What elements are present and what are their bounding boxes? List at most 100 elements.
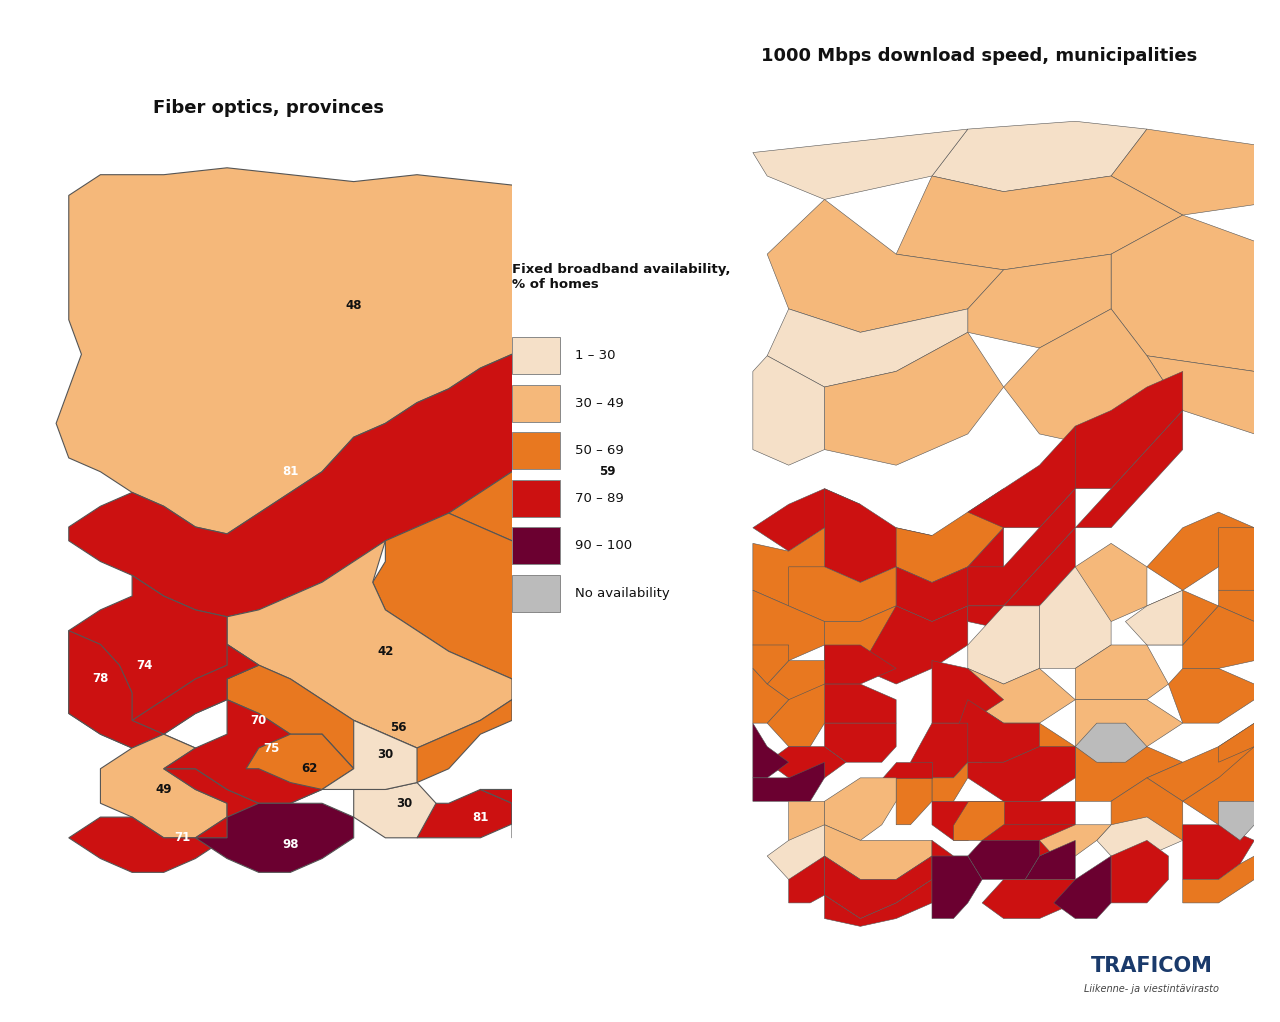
Polygon shape — [1075, 371, 1183, 489]
Text: TRAFICOM: TRAFICOM — [1091, 956, 1213, 976]
Polygon shape — [1075, 544, 1147, 621]
Polygon shape — [1039, 825, 1111, 856]
Polygon shape — [968, 489, 1075, 606]
Polygon shape — [1147, 512, 1254, 591]
FancyBboxPatch shape — [512, 337, 561, 374]
Polygon shape — [1025, 840, 1075, 880]
Polygon shape — [824, 684, 896, 724]
Polygon shape — [246, 734, 353, 789]
Text: 1 – 30: 1 – 30 — [576, 350, 616, 362]
Polygon shape — [932, 660, 1004, 724]
Polygon shape — [753, 724, 788, 778]
Polygon shape — [1053, 856, 1111, 919]
Text: 70 – 89: 70 – 89 — [576, 492, 625, 505]
Polygon shape — [69, 575, 259, 748]
Polygon shape — [1075, 747, 1183, 801]
Polygon shape — [896, 176, 1183, 270]
Polygon shape — [1219, 567, 1280, 621]
Polygon shape — [753, 356, 824, 465]
Polygon shape — [753, 591, 824, 660]
Polygon shape — [1219, 684, 1280, 762]
Text: 49: 49 — [155, 783, 172, 796]
Polygon shape — [932, 762, 968, 801]
Text: 81: 81 — [282, 465, 298, 478]
Polygon shape — [1219, 527, 1280, 591]
Text: 50 – 69: 50 – 69 — [576, 445, 625, 457]
Polygon shape — [824, 825, 932, 880]
Polygon shape — [788, 856, 824, 902]
Polygon shape — [968, 724, 1075, 778]
Polygon shape — [1075, 411, 1183, 527]
Polygon shape — [353, 783, 449, 838]
Polygon shape — [417, 789, 512, 838]
Polygon shape — [323, 721, 417, 789]
Polygon shape — [753, 645, 788, 684]
Polygon shape — [1075, 645, 1169, 700]
FancyBboxPatch shape — [512, 432, 561, 469]
Polygon shape — [824, 332, 1004, 465]
Polygon shape — [896, 527, 1004, 621]
FancyBboxPatch shape — [512, 384, 561, 421]
Title: 1000 Mbps download speed, municipalities: 1000 Mbps download speed, municipalities — [762, 47, 1197, 64]
Polygon shape — [932, 840, 968, 880]
Polygon shape — [982, 825, 1075, 856]
Polygon shape — [1183, 606, 1280, 668]
Polygon shape — [1039, 567, 1111, 668]
Polygon shape — [449, 320, 765, 561]
Polygon shape — [753, 668, 788, 724]
Polygon shape — [954, 700, 1039, 762]
Polygon shape — [824, 778, 896, 840]
Polygon shape — [788, 567, 896, 621]
Polygon shape — [1254, 489, 1280, 544]
Polygon shape — [767, 199, 1004, 332]
Polygon shape — [132, 645, 353, 803]
Polygon shape — [1147, 591, 1219, 645]
Polygon shape — [56, 168, 671, 533]
Polygon shape — [968, 747, 1075, 801]
Polygon shape — [1254, 645, 1280, 700]
Polygon shape — [1111, 215, 1280, 371]
Polygon shape — [1004, 309, 1183, 450]
Polygon shape — [968, 840, 1039, 880]
Text: 75: 75 — [264, 742, 279, 754]
Polygon shape — [1219, 801, 1254, 840]
Polygon shape — [788, 801, 824, 840]
Polygon shape — [227, 541, 544, 748]
Polygon shape — [227, 665, 544, 789]
Polygon shape — [767, 825, 824, 880]
Polygon shape — [1125, 591, 1183, 645]
Polygon shape — [968, 527, 1075, 630]
Text: Fixed broadband availability,
% of homes: Fixed broadband availability, % of homes — [512, 264, 731, 291]
Polygon shape — [1254, 411, 1280, 489]
Polygon shape — [910, 724, 968, 778]
Polygon shape — [753, 129, 968, 199]
Polygon shape — [480, 789, 575, 838]
Polygon shape — [982, 880, 1075, 919]
Polygon shape — [824, 645, 896, 684]
FancyBboxPatch shape — [512, 480, 561, 516]
Polygon shape — [824, 856, 932, 919]
Polygon shape — [968, 668, 1075, 724]
Polygon shape — [69, 285, 671, 616]
Polygon shape — [954, 801, 1004, 840]
Polygon shape — [1254, 840, 1280, 880]
Polygon shape — [1075, 700, 1183, 762]
Polygon shape — [824, 880, 932, 926]
Polygon shape — [767, 309, 968, 387]
Text: 56: 56 — [390, 721, 406, 734]
Text: 59: 59 — [599, 465, 616, 478]
Polygon shape — [896, 489, 1004, 583]
Text: 48: 48 — [346, 299, 362, 313]
Polygon shape — [372, 513, 671, 679]
Polygon shape — [767, 660, 824, 700]
Polygon shape — [932, 801, 1004, 840]
Polygon shape — [1004, 801, 1075, 840]
Polygon shape — [164, 700, 353, 803]
FancyBboxPatch shape — [512, 574, 561, 611]
FancyBboxPatch shape — [512, 527, 561, 564]
Text: 74: 74 — [137, 658, 152, 671]
Polygon shape — [196, 803, 353, 873]
Polygon shape — [896, 762, 932, 825]
Text: 81: 81 — [472, 810, 489, 824]
Text: 30 – 49: 30 – 49 — [576, 397, 625, 410]
